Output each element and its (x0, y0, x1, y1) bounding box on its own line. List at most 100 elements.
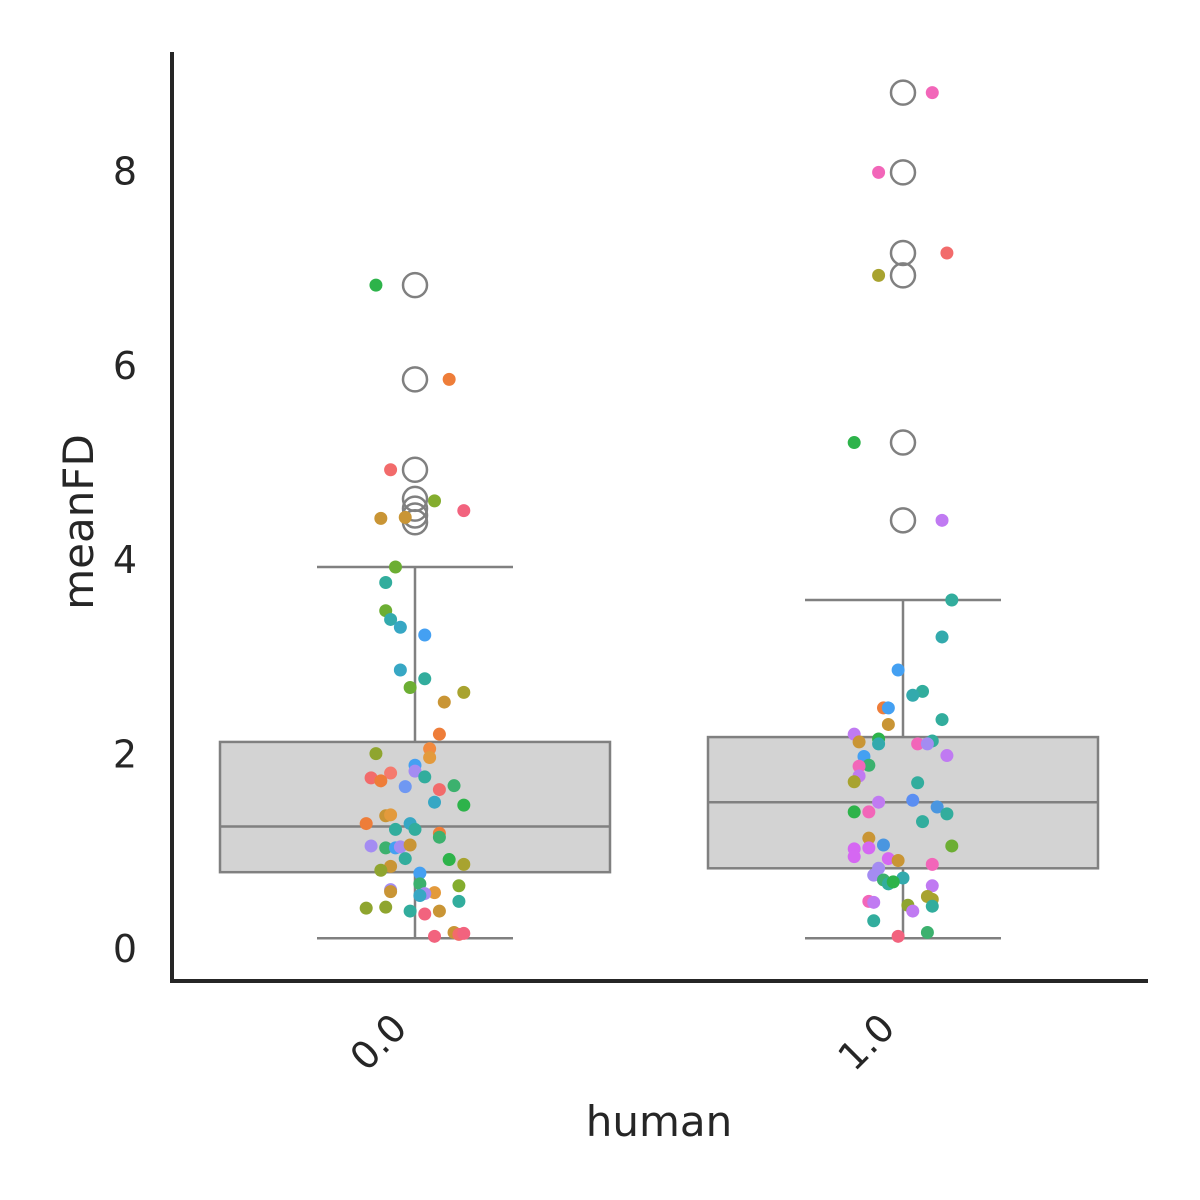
data-point (432, 904, 446, 918)
data-point (886, 875, 900, 889)
data-point (369, 278, 383, 292)
data-point (872, 795, 886, 809)
data-point (906, 904, 920, 918)
data-point (413, 877, 427, 891)
x-tick-label: 0.0 (342, 1005, 416, 1079)
data-point (896, 871, 910, 885)
y-tick-labels: 0 2 4 6 8 (113, 149, 137, 971)
data-point (428, 886, 442, 900)
boxes-layer (218, 565, 1100, 940)
data-point (920, 925, 934, 939)
data-point (428, 795, 442, 809)
outlier-marker (401, 495, 429, 522)
data-point (388, 560, 402, 574)
data-point (403, 838, 417, 852)
data-point (374, 511, 388, 525)
data-point (374, 863, 388, 877)
data-point (852, 735, 866, 749)
data-point (872, 165, 886, 179)
data-point (867, 895, 881, 909)
data-point (418, 628, 432, 642)
data-point (452, 879, 466, 893)
points-layer (359, 86, 959, 943)
data-point (920, 737, 934, 751)
data-point (418, 770, 432, 784)
outliers-layer (401, 79, 917, 536)
x-axis-label: human (586, 1097, 733, 1146)
y-tick-label: 2 (113, 733, 137, 777)
y-axis-label: meanFD (54, 434, 103, 610)
data-point (457, 926, 471, 940)
data-point (379, 841, 393, 855)
data-point (418, 672, 432, 686)
data-point (862, 758, 876, 772)
data-point (423, 750, 437, 764)
data-point (891, 854, 905, 868)
data-point (906, 688, 920, 702)
data-point (847, 775, 861, 789)
data-point (432, 830, 446, 844)
data-point (847, 436, 861, 450)
data-point (872, 268, 886, 282)
outlier-marker (889, 507, 917, 534)
data-point (457, 798, 471, 812)
x-tick-label: 1.0 (830, 1005, 904, 1079)
data-point (881, 852, 895, 866)
data-point (388, 822, 402, 836)
y-tick-label: 4 (113, 538, 137, 582)
data-point (364, 771, 378, 785)
data-point (940, 749, 954, 763)
data-point (852, 759, 866, 773)
outlier-marker (889, 79, 917, 106)
data-point (891, 663, 905, 677)
data-point (364, 839, 378, 853)
data-point (403, 681, 417, 695)
y-tick-label: 0 (113, 927, 137, 971)
data-point (945, 839, 959, 853)
data-point (457, 504, 471, 518)
outlier-marker (401, 456, 429, 484)
data-point (432, 783, 446, 797)
data-point (398, 510, 412, 524)
data-point (862, 831, 876, 845)
data-point (359, 901, 373, 915)
data-point (393, 620, 407, 634)
data-point (384, 612, 398, 626)
data-point (428, 494, 442, 508)
data-point (935, 513, 949, 527)
data-point (940, 807, 954, 821)
data-point (452, 894, 466, 908)
data-point (403, 904, 417, 918)
data-point (925, 879, 939, 893)
data-point (447, 779, 461, 793)
outlier-marker (401, 271, 429, 299)
data-point (374, 774, 388, 788)
outlier-marker (401, 485, 429, 513)
data-point (418, 907, 432, 921)
data-point (398, 852, 412, 866)
outlier-marker (889, 429, 917, 456)
outlier-marker (889, 239, 917, 267)
data-point (369, 747, 383, 761)
data-point (457, 685, 471, 699)
data-point (457, 857, 471, 871)
data-point (379, 900, 393, 914)
data-point (862, 841, 876, 855)
data-point (891, 929, 905, 943)
data-point (881, 717, 895, 731)
outlier-marker (889, 262, 917, 289)
data-point (384, 766, 398, 780)
y-tick-label: 6 (113, 344, 137, 388)
data-point (881, 701, 895, 715)
data-point (911, 737, 925, 751)
outlier-marker (889, 159, 917, 186)
data-point (384, 859, 398, 873)
data-point (867, 914, 881, 928)
data-point (847, 850, 861, 864)
data-point (408, 822, 422, 836)
data-point (442, 372, 456, 386)
data-point (930, 800, 944, 814)
data-point (925, 857, 939, 871)
data-point (393, 840, 407, 854)
data-point (379, 576, 393, 590)
